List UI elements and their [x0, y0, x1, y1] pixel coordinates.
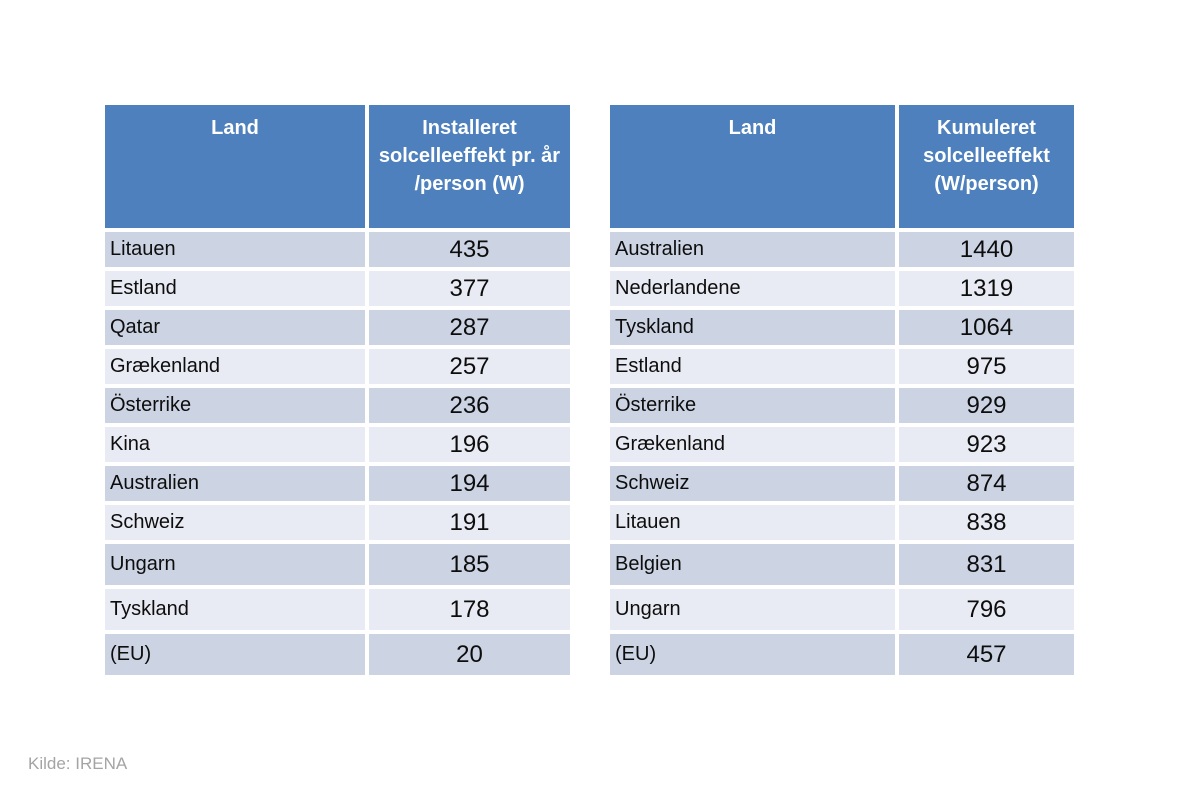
value-cell: 838: [899, 505, 1074, 540]
column-header-cumulative: Kumuleret solcelleeffekt (W/person): [899, 105, 1074, 228]
cumulative-capacity-table: Land Kumuleret solcelleeffekt (W/person)…: [610, 105, 1074, 675]
value-cell: 20: [369, 634, 570, 675]
installed-capacity-table: Land Installeret solcelleeffekt pr. år /…: [105, 105, 570, 675]
country-cell: Grækenland: [610, 427, 895, 462]
country-cell: Qatar: [105, 310, 365, 345]
column-header-land: Land: [610, 105, 895, 228]
country-cell: Litauen: [610, 505, 895, 540]
country-cell: Tyskland: [105, 589, 365, 630]
value-cell: 191: [369, 505, 570, 540]
value-cell: 796: [899, 589, 1074, 630]
value-cell: 874: [899, 466, 1074, 501]
country-cell: Tyskland: [610, 310, 895, 345]
value-cell: 185: [369, 544, 570, 585]
country-cell: Ungarn: [105, 544, 365, 585]
country-cell: Australien: [105, 466, 365, 501]
country-cell: Nederlandene: [610, 271, 895, 306]
value-cell: 1064: [899, 310, 1074, 345]
country-cell: Österrike: [105, 388, 365, 423]
value-cell: 194: [369, 466, 570, 501]
value-cell: 1440: [899, 232, 1074, 267]
country-cell: Litauen: [105, 232, 365, 267]
value-cell: 923: [899, 427, 1074, 462]
value-cell: 257: [369, 349, 570, 384]
value-cell: 457: [899, 634, 1074, 675]
country-cell: (EU): [105, 634, 365, 675]
country-cell: Australien: [610, 232, 895, 267]
country-cell: Kina: [105, 427, 365, 462]
value-cell: 435: [369, 232, 570, 267]
country-cell: Belgien: [610, 544, 895, 585]
value-cell: 178: [369, 589, 570, 630]
country-cell: Estland: [105, 271, 365, 306]
value-cell: 287: [369, 310, 570, 345]
value-cell: 929: [899, 388, 1074, 423]
country-cell: Schweiz: [610, 466, 895, 501]
value-cell: 196: [369, 427, 570, 462]
value-cell: 831: [899, 544, 1074, 585]
country-cell: (EU): [610, 634, 895, 675]
country-cell: Grækenland: [105, 349, 365, 384]
country-cell: Ungarn: [610, 589, 895, 630]
country-cell: Estland: [610, 349, 895, 384]
value-cell: 975: [899, 349, 1074, 384]
value-cell: 236: [369, 388, 570, 423]
country-cell: Schweiz: [105, 505, 365, 540]
column-header-installed: Installeret solcelleeffekt pr. år /perso…: [369, 105, 570, 228]
value-cell: 1319: [899, 271, 1074, 306]
country-cell: Österrike: [610, 388, 895, 423]
value-cell: 377: [369, 271, 570, 306]
source-note: Kilde: IRENA: [28, 754, 128, 773]
column-header-land: Land: [105, 105, 365, 228]
